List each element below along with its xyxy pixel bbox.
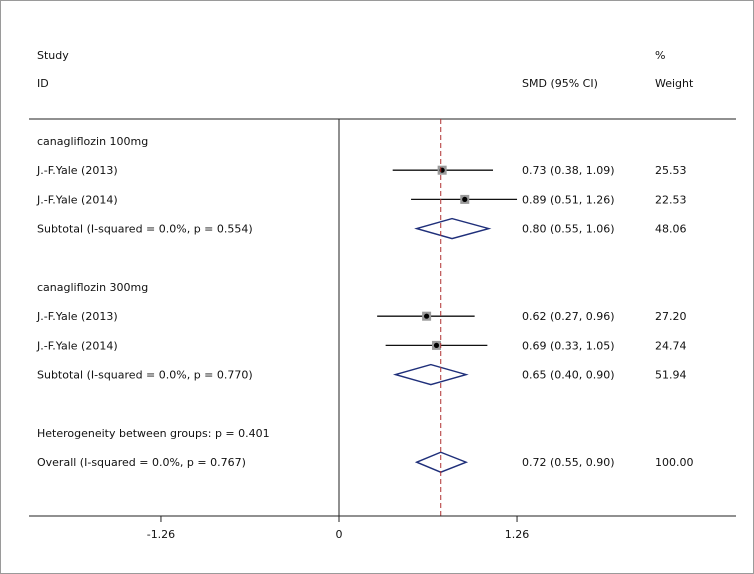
weight-text: 27.20 xyxy=(655,310,687,323)
weight-text: 100.00 xyxy=(655,456,694,469)
x-tick-label: 0 xyxy=(336,528,343,541)
weight-text: 51.94 xyxy=(655,369,687,382)
point-estimate xyxy=(433,342,440,348)
header-weight: Weight xyxy=(655,77,694,90)
row-label: canagliflozin 100mg xyxy=(37,135,148,148)
subtotal-diamond xyxy=(392,363,469,386)
forest-row-overall: Overall (I-squared = 0.0%, p = 0.767) 0.7… xyxy=(37,451,694,473)
row-label: Overall (I-squared = 0.0%, p = 0.767) xyxy=(37,456,246,469)
header-smd: SMD (95% CI) xyxy=(522,77,598,90)
weight-text: 24.74 xyxy=(655,339,687,352)
header-percent: % xyxy=(655,49,665,62)
ci-text: 0.80 (0.55, 1.06) xyxy=(522,223,615,236)
point-estimate xyxy=(424,313,430,319)
table-header: Study ID SMD (95% CI) % Weight xyxy=(37,49,694,90)
forest-row-study: J.-F.Yale (2014) 0.69 (0.33, 1.05) 24.74 xyxy=(36,339,687,352)
ci-text: 0.65 (0.40, 0.90) xyxy=(522,369,615,382)
ci-text: 0.69 (0.33, 1.05) xyxy=(522,339,615,352)
row-label: J.-F.Yale (2014) xyxy=(36,339,118,352)
x-tick-label: 1.26 xyxy=(505,528,530,541)
x-tick-label: -1.26 xyxy=(147,528,175,541)
row-label: canagliflozin 300mg xyxy=(37,281,148,294)
forest-row-study: J.-F.Yale (2014) 0.89 (0.51, 1.26) 22.53 xyxy=(36,193,687,206)
point-estimate xyxy=(462,196,468,202)
forest-row-study: J.-F.Yale (2013) 0.62 (0.27, 0.96) 27.20 xyxy=(36,310,687,323)
forest-row-subtotal: Subtotal (I-squared = 0.0%, p = 0.554) 0.… xyxy=(37,217,687,240)
row-label: J.-F.Yale (2013) xyxy=(36,164,118,177)
ci-text: 0.73 (0.38, 1.09) xyxy=(522,164,615,177)
header-study: Study xyxy=(37,49,69,62)
forest-row-group: canagliflozin 300mg xyxy=(37,281,148,294)
row-label: J.-F.Yale (2014) xyxy=(36,193,118,206)
forest-row-subtotal: Subtotal (I-squared = 0.0%, p = 0.770) 0.… xyxy=(37,363,687,386)
row-label: Heterogeneity between groups: p = 0.401 xyxy=(37,427,270,440)
row-label: J.-F.Yale (2013) xyxy=(36,310,118,323)
ci-text: 0.62 (0.27, 0.96) xyxy=(522,310,615,323)
overall-diamond xyxy=(414,451,469,473)
header-id: ID xyxy=(37,77,49,90)
weight-text: 22.53 xyxy=(655,193,687,206)
weight-text: 48.06 xyxy=(655,223,687,236)
forest-row-note: Heterogeneity between groups: p = 0.401 xyxy=(37,427,270,440)
weight-text: 25.53 xyxy=(655,164,687,177)
ci-text: 0.72 (0.55, 0.90) xyxy=(522,456,615,469)
row-label: Subtotal (I-squared = 0.0%, p = 0.770) xyxy=(37,369,253,382)
ci-text: 0.89 (0.51, 1.26) xyxy=(522,193,615,206)
forest-row-study: J.-F.Yale (2013) 0.73 (0.38, 1.09) 25.53 xyxy=(36,164,687,177)
subtotal-diamond xyxy=(414,217,492,240)
x-axis: -1.26 0 1.26 xyxy=(29,119,736,541)
forest-row-group: canagliflozin 100mg xyxy=(37,135,148,148)
row-label: Subtotal (I-squared = 0.0%, p = 0.554) xyxy=(37,223,253,236)
forest-rows: canagliflozin 100mg J.-F.Yale (2013) 0.73 … xyxy=(36,135,694,473)
